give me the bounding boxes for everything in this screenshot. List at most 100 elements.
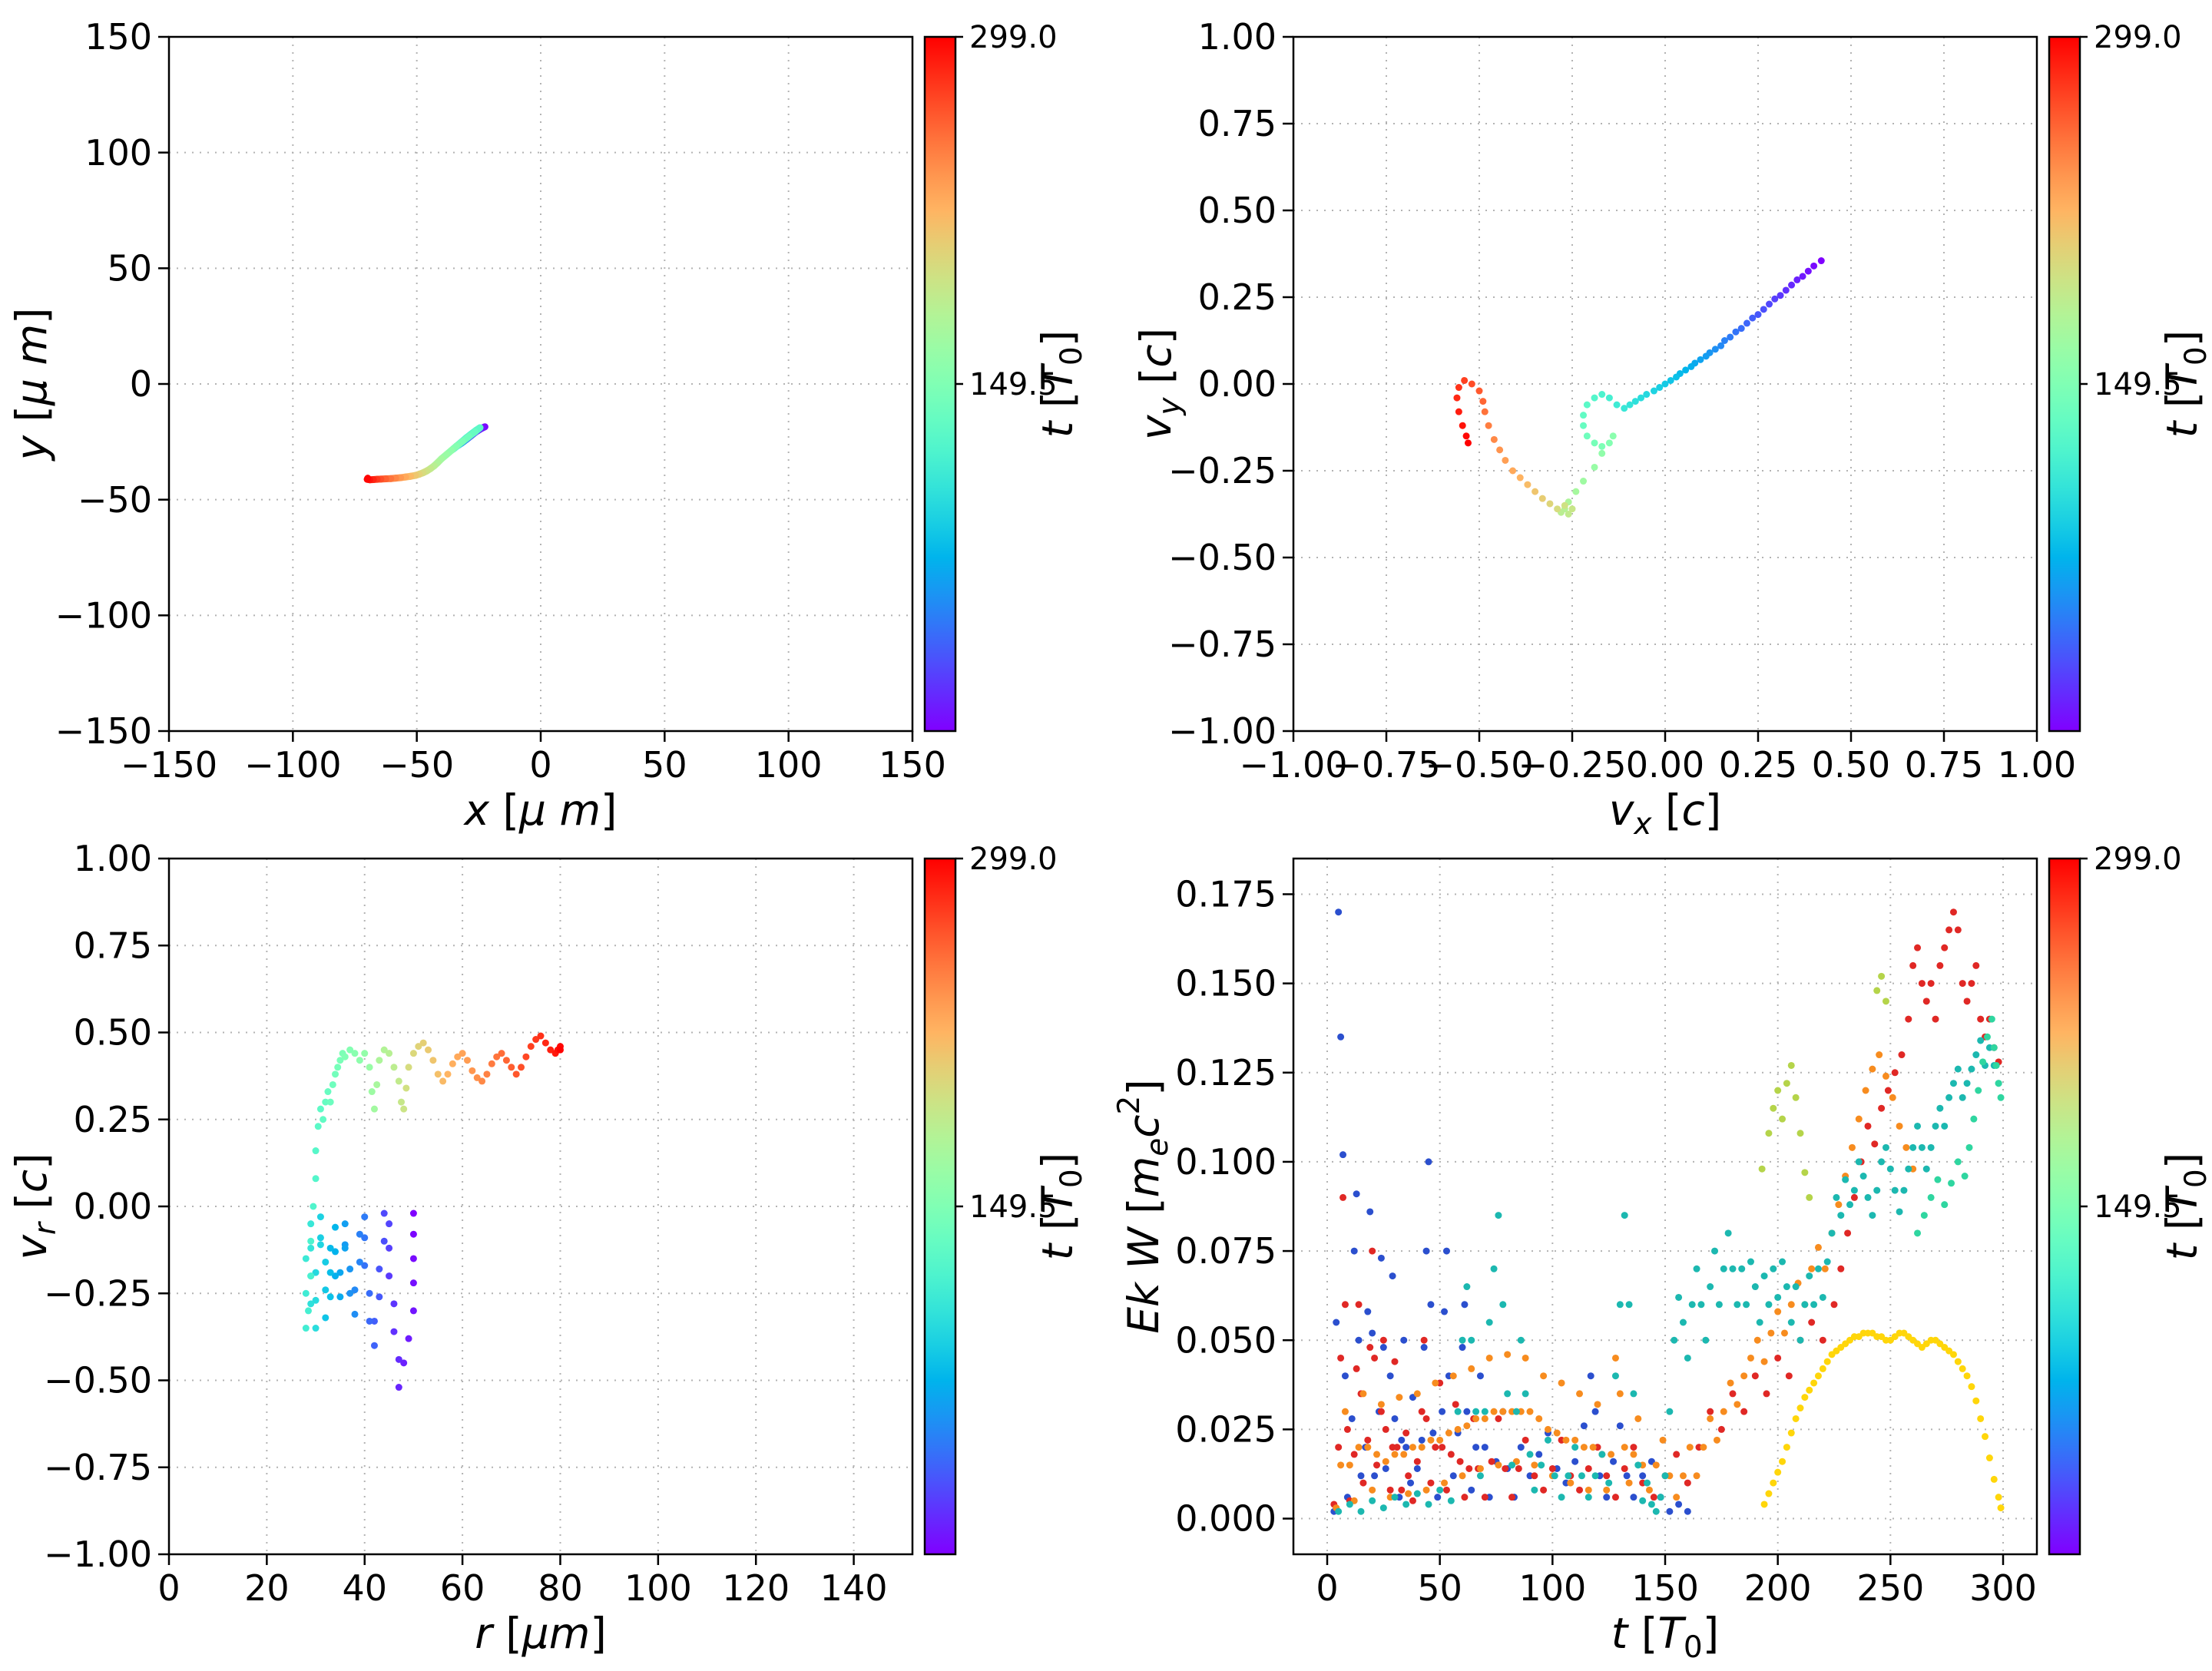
svg-text:−0.50: −0.50	[1426, 744, 1534, 786]
tick-marks	[1283, 893, 2005, 1565]
svg-text:0.50: 0.50	[1198, 190, 1277, 231]
colorbar-tick-label: 299.0	[969, 20, 1058, 55]
gridlines	[168, 858, 912, 1555]
tick-marks	[1283, 35, 2038, 742]
svg-text:−100: −100	[244, 744, 341, 786]
svg-text:0.125: 0.125	[1175, 1052, 1277, 1094]
svg-text:0.175: 0.175	[1175, 874, 1277, 915]
particle-red	[1330, 908, 2002, 1508]
svg-text:0: 0	[529, 744, 551, 786]
svg-text:0.75: 0.75	[1905, 744, 1983, 786]
colorbar: 299.0 149.5t [T0]	[923, 20, 1089, 733]
svg-text:0.025: 0.025	[1175, 1408, 1277, 1450]
particle-teal	[1335, 1037, 2002, 1515]
colorbar-tick-label: 149.5	[969, 367, 1058, 402]
colorbar-tick-label: 299.0	[2094, 842, 2182, 877]
svg-text:100: 100	[755, 744, 823, 786]
gridlines	[1293, 859, 2037, 1554]
svg-text:200: 200	[1744, 1567, 1812, 1609]
svg-text:0.075: 0.075	[1175, 1230, 1277, 1272]
svg-text:120: 120	[722, 1567, 790, 1609]
tick-marks	[158, 857, 855, 1565]
colorbar-label: t [T0]	[2157, 1153, 2212, 1260]
svg-text:0.75: 0.75	[74, 925, 152, 966]
svg-text:−100: −100	[55, 594, 152, 636]
tick-labels: 0 20 40 60 80 100 120 140 −1.00 −0.75 −0.50 −0.25 0.…	[44, 838, 887, 1609]
svg-text:1.00: 1.00	[1198, 16, 1277, 58]
particle-yellow	[1760, 1329, 2005, 1512]
colorbar-tick-label: 149.5	[969, 1190, 1058, 1225]
tick-labels: 0 50 100 150 200 250 300 0.000 0.025 0.050 0.075 0.…	[1175, 874, 2037, 1609]
svg-text:0: 0	[130, 363, 152, 405]
svg-text:0.50: 0.50	[74, 1012, 152, 1054]
colorbar-label: t [T0]	[1033, 330, 1089, 438]
svg-text:0.150: 0.150	[1175, 963, 1277, 1004]
data-points	[1330, 908, 2005, 1515]
tick-labels: −1.00−0.75−0.50−0.25 0.00 0.25 0.50 0.75 1.00…	[1168, 16, 2076, 786]
svg-text:150: 150	[879, 744, 946, 786]
svg-text:0: 0	[1316, 1567, 1338, 1609]
svg-text:0.100: 0.100	[1175, 1141, 1277, 1183]
x-axis-label: t [T0]	[1611, 1609, 1719, 1665]
subplot-velocity-space: −1.00 −0.75 −0.50 −0.25 0.00 0.25 0.50 0.75 1.00…	[1106, 0, 2212, 842]
svg-text:0.00: 0.00	[74, 1186, 152, 1227]
colorbar: 299.0 149.5t [T0]	[2048, 20, 2212, 733]
svg-text:50: 50	[107, 247, 152, 289]
svg-text:300: 300	[1969, 1567, 2037, 1609]
subplot-energy-time: 0 50 100 150 200 250 300 0.000 0.025 0.050 0.075 0.…	[1106, 836, 2212, 1671]
colorbar-tick-label: 149.5	[2094, 1190, 2182, 1225]
svg-text:100: 100	[624, 1567, 692, 1609]
svg-text:0.50: 0.50	[1812, 744, 1890, 786]
colorbar-tick-label: 299.0	[2094, 20, 2182, 55]
svg-text:50: 50	[642, 744, 687, 786]
svg-text:0.25: 0.25	[1198, 276, 1277, 318]
svg-text:−1.00: −1.00	[1168, 710, 1277, 752]
svg-text:100: 100	[84, 132, 152, 174]
svg-text:0.75: 0.75	[1198, 103, 1277, 144]
gridlines	[168, 36, 913, 732]
colorbar-label: t [T0]	[2157, 330, 2212, 438]
x-axis-label: x [μ m]	[462, 786, 617, 835]
svg-text:150: 150	[1631, 1567, 1699, 1609]
svg-text:−150: −150	[121, 744, 217, 786]
colorbar-tick-label: 299.0	[969, 842, 1058, 877]
svg-text:−0.75: −0.75	[1168, 624, 1277, 665]
subplot-energy-time-svg: 0 50 100 150 200 250 300 0.000 0.025 0.050 0.075 0.…	[1112, 842, 2212, 1665]
svg-text:−50: −50	[78, 479, 152, 521]
svg-text:−50: −50	[379, 744, 454, 786]
y-axis-label: vy [c]	[1131, 328, 1187, 440]
y-axis-label: vr [c]	[7, 1153, 63, 1259]
svg-text:1.00: 1.00	[74, 838, 152, 879]
svg-text:−0.25: −0.25	[1518, 744, 1627, 786]
svg-text:0.25: 0.25	[74, 1099, 152, 1140]
svg-text:0.050: 0.050	[1175, 1319, 1277, 1361]
svg-text:0: 0	[157, 1567, 180, 1609]
data-points	[302, 1032, 564, 1391]
svg-text:60: 60	[440, 1567, 485, 1609]
svg-text:0.00: 0.00	[1198, 363, 1277, 405]
svg-text:−1.00: −1.00	[44, 1534, 152, 1575]
particle-blue	[1330, 908, 1691, 1515]
subplot-xy-trajectory-svg: −150 −100 −50 0 50 100 150 −150 −100 −50 0 50 100 150…	[7, 16, 1089, 835]
colorbar: 299.0 149.5t [T0]	[923, 842, 1089, 1556]
particle-yellowgreen	[1758, 972, 1889, 1201]
svg-text:−150: −150	[55, 710, 152, 752]
svg-text:20: 20	[244, 1567, 290, 1609]
subplot-r-vr: 0 20 40 60 80 100 120 140 −1.00 −0.75 −0.50 −0.25 0.…	[0, 836, 1106, 1671]
colorbar: 299.0 149.5t [T0]	[2048, 842, 2212, 1556]
svg-text:80: 80	[538, 1567, 583, 1609]
svg-text:1.00: 1.00	[1998, 744, 2076, 786]
svg-text:0.000: 0.000	[1175, 1498, 1277, 1540]
data-points	[1453, 257, 1825, 518]
tick-labels: −150 −100 −50 0 50 100 150 −150 −100 −50 0 50 100 150	[55, 16, 946, 786]
svg-text:250: 250	[1856, 1567, 1924, 1609]
x-axis-label: r [μm]	[475, 1609, 607, 1658]
svg-text:−0.75: −0.75	[1333, 744, 1441, 786]
svg-text:0.25: 0.25	[1719, 744, 1797, 786]
axes-spines	[167, 857, 914, 1556]
x-axis-label: vx [c]	[1609, 786, 1721, 836]
colorbar-label: t [T0]	[1033, 1153, 1089, 1260]
y-axis-label: y [μ m]	[7, 307, 56, 462]
y-axis-label: Ek W [mec2]	[1112, 1079, 1175, 1334]
